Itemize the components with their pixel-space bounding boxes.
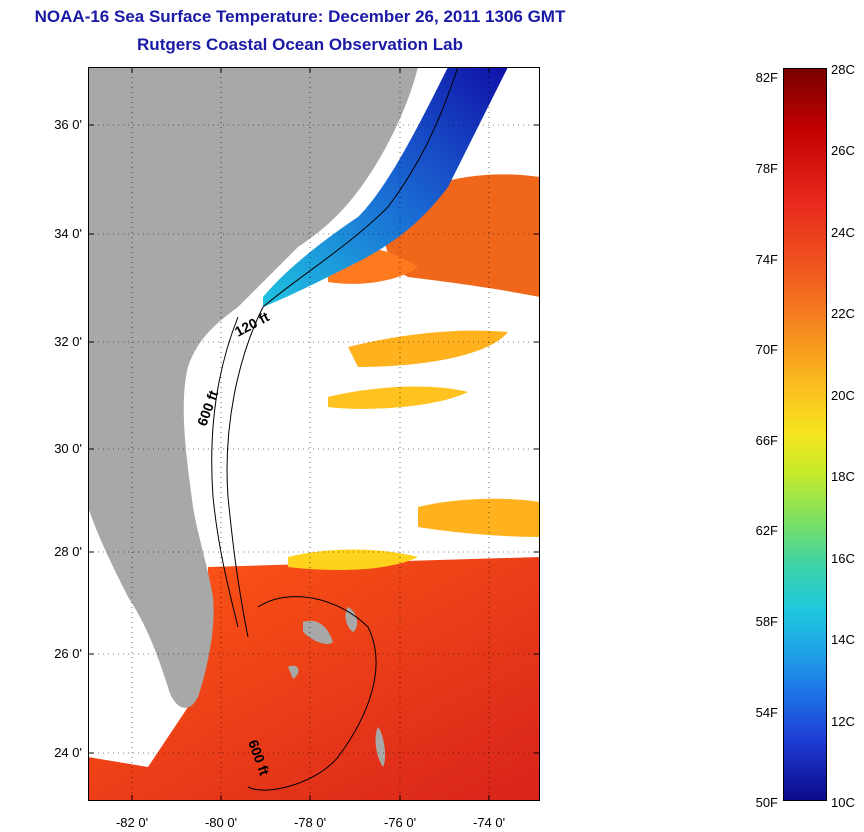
colorbar-label-f: 50F [755,795,778,810]
colorbar-label-c: 26C [831,143,855,158]
colorbar-label-f: 70F [755,342,778,357]
colorbar-label-c: 16C [831,551,855,566]
lat-tick-label: 32 0' [54,334,82,349]
warm-patch-mid [348,330,508,367]
contour-line [262,67,459,308]
colorbar-label-c: 14C [831,632,855,647]
colorbar-label-f: 58F [755,614,778,629]
colorbar-label-f: 78F [755,161,778,176]
warm-patch-mid [328,386,468,409]
lat-tick-label: 34 0' [54,226,82,241]
colorbar-label-c: 12C [831,714,855,729]
colorbar-label-c: 20C [831,388,855,403]
colorbar-label-f: 62F [755,523,778,538]
lon-tick-label: -78 0' [293,815,327,830]
colorbar-label-f: 66F [755,433,778,448]
temperature-colorbar [783,68,827,801]
contour-line [226,306,264,638]
warm-water-south [88,557,540,801]
contour-line [247,596,377,791]
colorbar-label-c: 10C [831,795,855,810]
sst-map: 120 ft 600 ft 600 ft [88,67,540,801]
map-frame [88,67,540,801]
lat-tick-label: 30 0' [54,441,82,456]
lon-tick-label: -82 0' [115,815,149,830]
lat-tick-label: 36 0' [54,117,82,132]
island [345,607,358,632]
colorbar-label-c: 18C [831,469,855,484]
warm-patch-mid [288,549,418,570]
map-tick-marks [88,67,540,801]
lon-tick-label: -76 0' [383,815,417,830]
lat-tick-label: 28 0' [54,544,82,559]
contour-line [211,316,239,628]
lon-tick-label: -80 0' [204,815,238,830]
colorbar-label-c: 22C [831,306,855,321]
map-title: NOAA-16 Sea Surface Temperature: Decembe… [34,7,566,26]
colorbar-label-f: 74F [755,252,778,267]
warm-patch-mid [418,498,540,537]
lat-tick-label: 26 0' [54,646,82,661]
coastal-cold-water [263,67,508,307]
land-us [88,67,418,708]
graticule [88,67,540,801]
island [375,727,386,767]
lon-tick-label: -74 0' [472,815,506,830]
colorbar-label-f: 54F [755,705,778,720]
island [288,665,299,679]
island [303,620,333,644]
lat-tick-label: 24 0' [54,745,82,760]
colorbar-label-c: 28C [831,62,855,77]
map-subtitle: Rutgers Coastal Ocean Observation Lab [137,35,463,54]
colorbar-label-f: 82F [755,70,778,85]
colorbar-label-c: 24C [831,225,855,240]
